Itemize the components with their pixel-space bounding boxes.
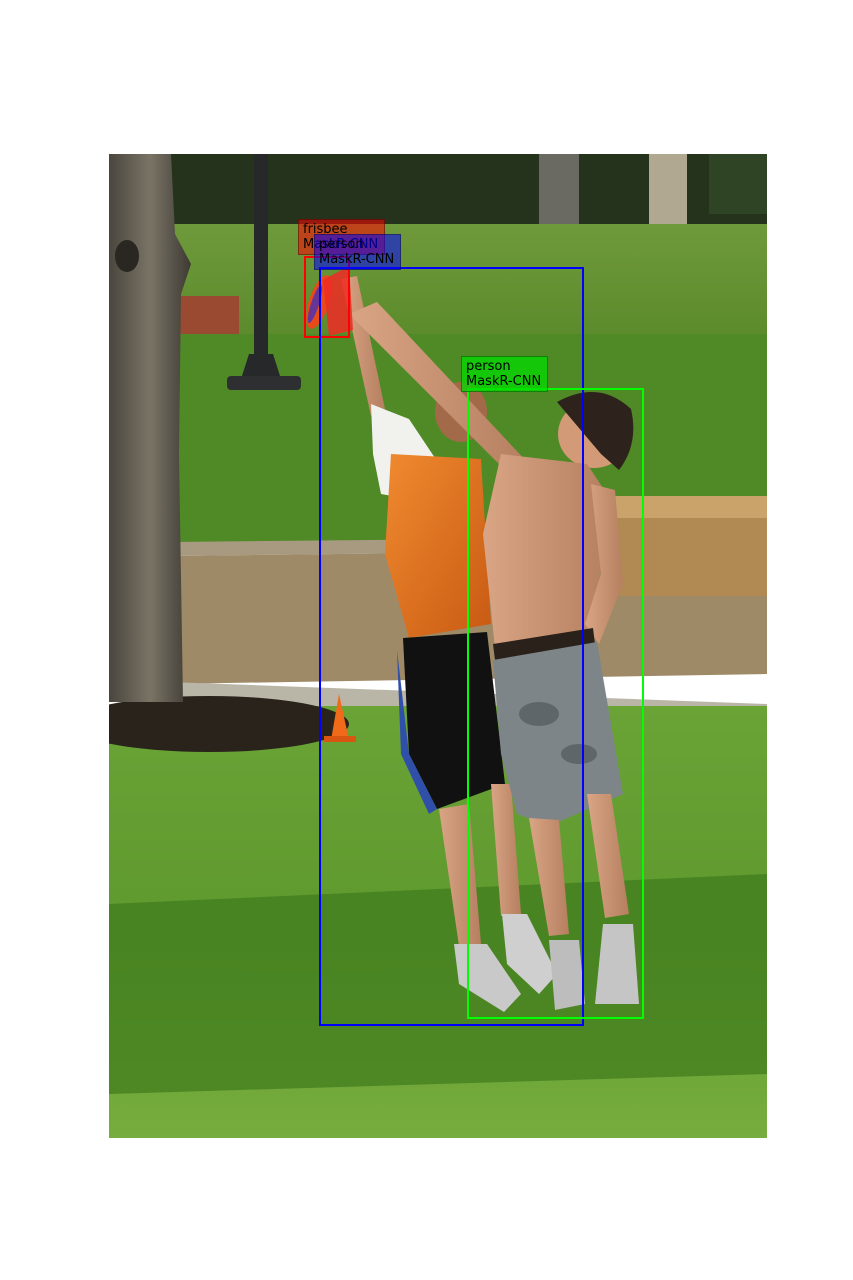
person-green-model-text: MaskR-CNN [466, 374, 542, 389]
person-bounding-box-blue [319, 267, 584, 1026]
photo [109, 154, 767, 1138]
person-blue-model-text: MaskR-CNN [319, 252, 395, 267]
person-green-detection-label: person MaskR-CNN [461, 356, 549, 392]
person-blue-detection-label: person MaskR-CNN [314, 234, 402, 270]
person-bounding-box-green [467, 388, 644, 1019]
person-green-class-text: person [466, 359, 511, 374]
person-blue-class-text: person [319, 237, 364, 252]
frisbee-class-text: frisbee [303, 222, 348, 237]
